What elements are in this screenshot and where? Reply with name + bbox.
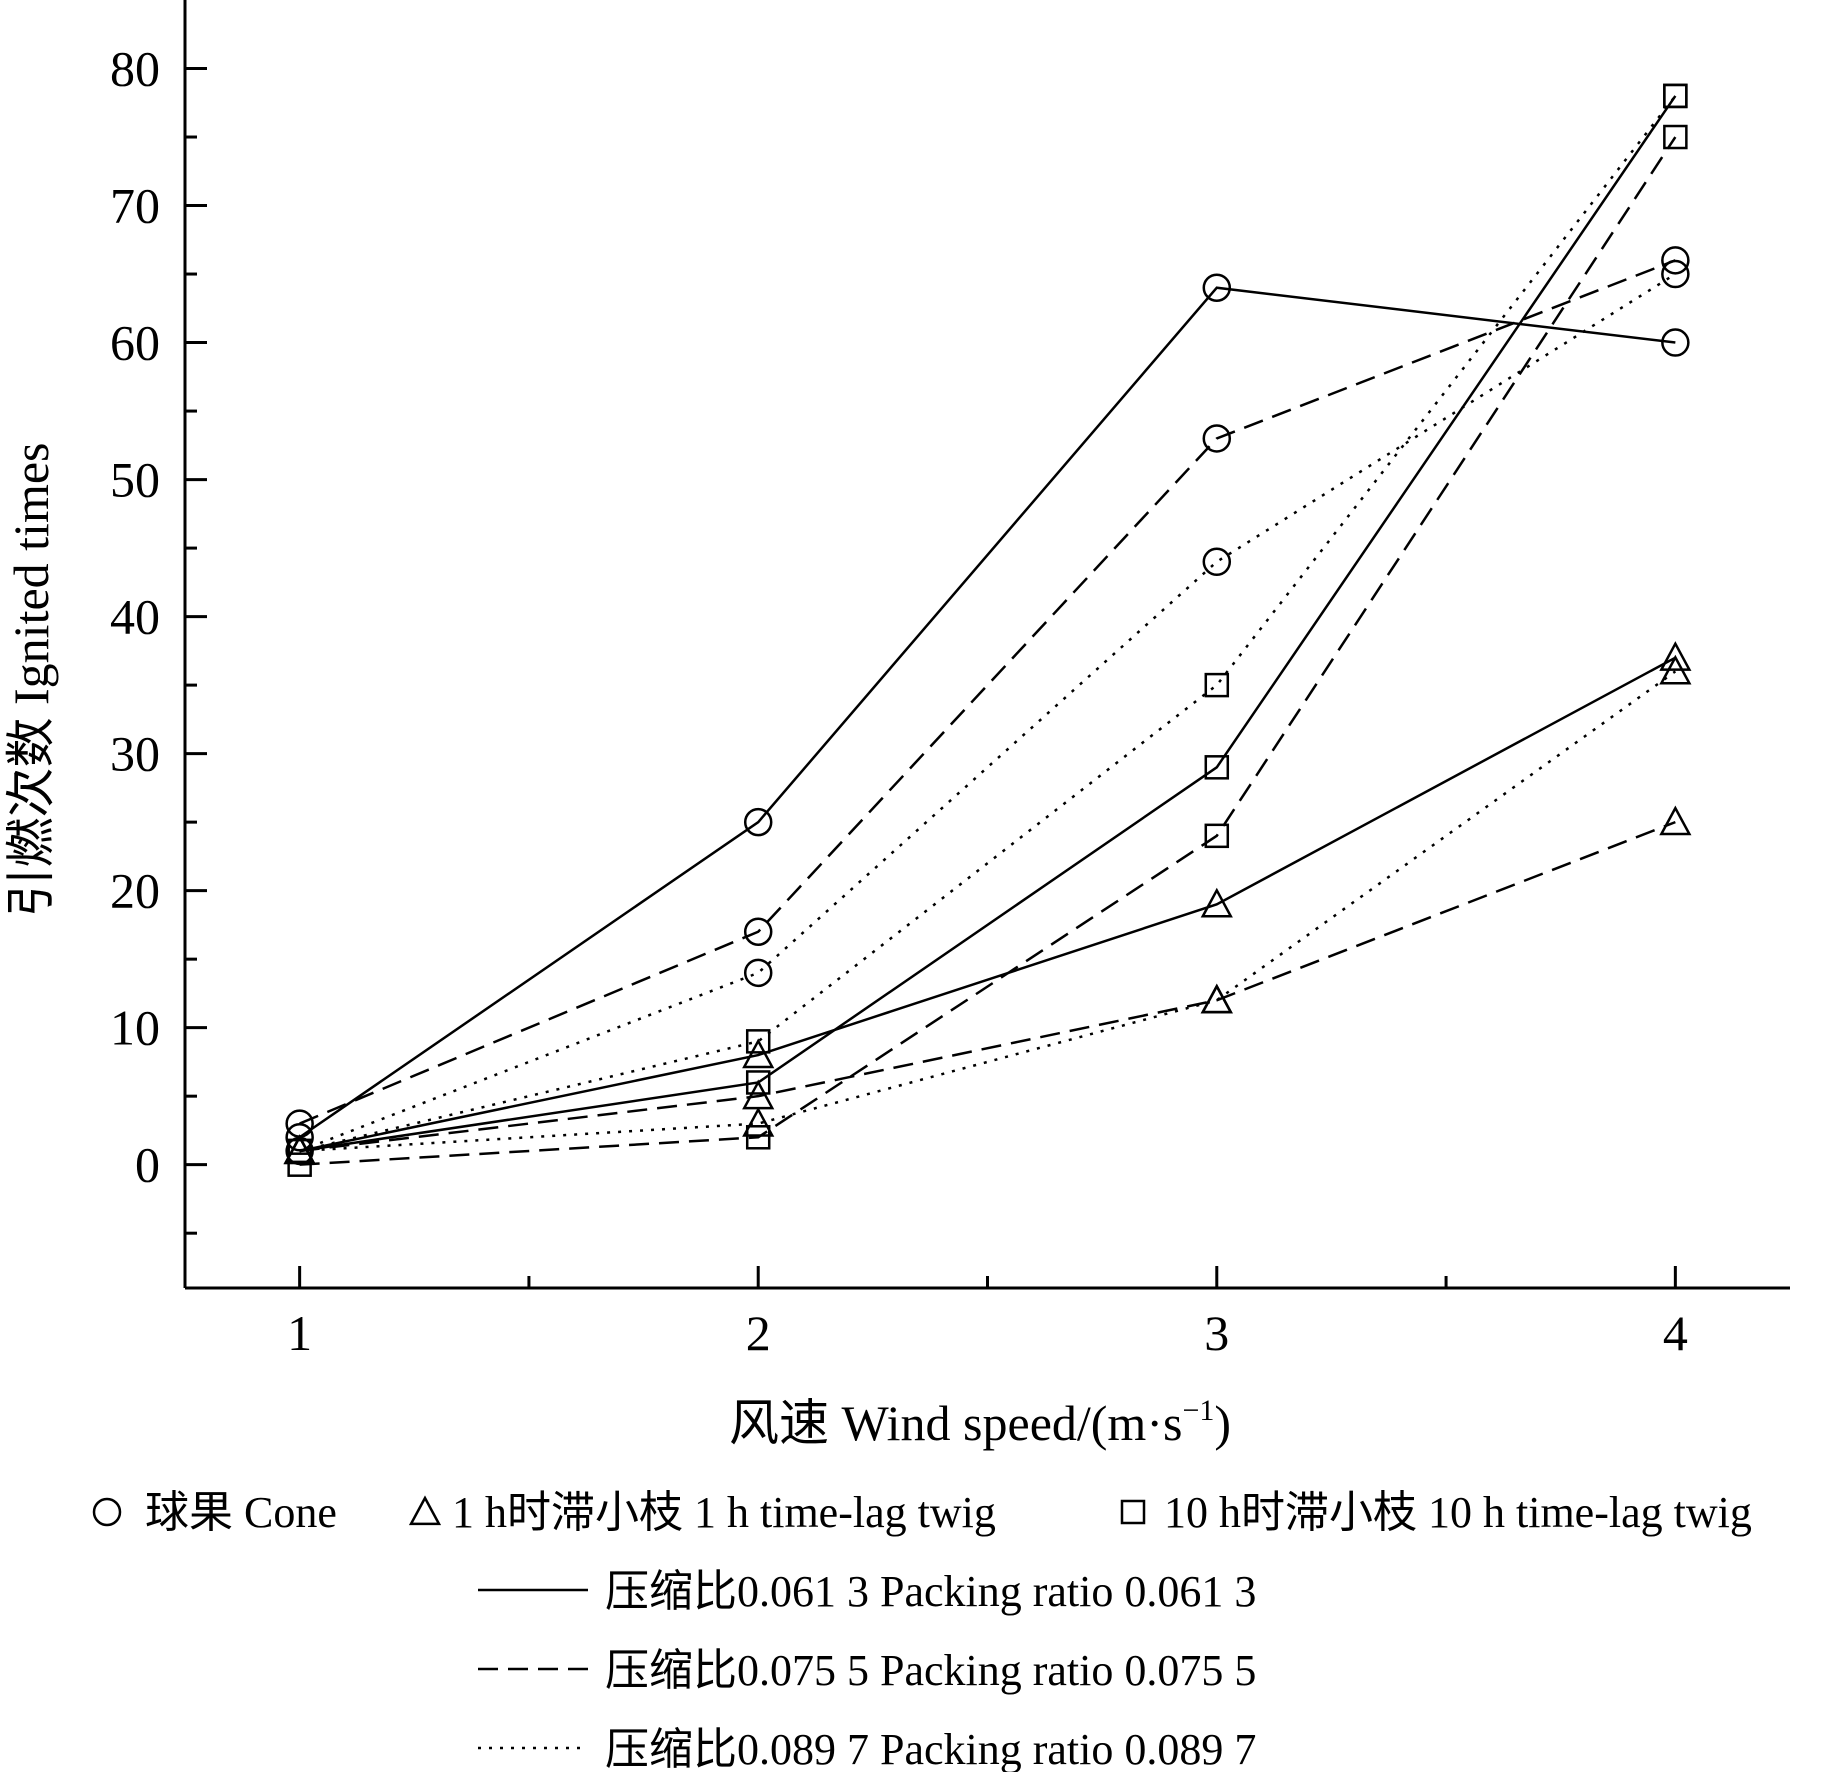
series-line-twig10h-dotted (299, 95, 1677, 1153)
x-tick-label: 1 (287, 1305, 312, 1361)
series-lines (298, 95, 1677, 1166)
data-point-cone-dotted (743, 958, 773, 988)
data-point-cone-dashed (1202, 424, 1232, 453)
x-tick-label: 3 (1204, 1305, 1229, 1361)
data-point-twig10h-dotted (745, 1029, 771, 1054)
y-tick-label: 50 (110, 452, 160, 508)
data-point-cone-dashed (1661, 246, 1690, 275)
series-line-cone-dashed (299, 259, 1676, 1125)
data-point-cone-dotted (1202, 547, 1232, 577)
data-point-cone-solid (743, 807, 773, 837)
series-line-twig10h-dashed (299, 136, 1677, 1166)
legend-twig10h-label: 10 h时滞小枝 10 h time-lag twig (1164, 1488, 1752, 1537)
y-tick-label: 20 (110, 863, 160, 919)
axes (183, 0, 1790, 1290)
y-tick-label: 10 (110, 1000, 160, 1056)
x-axis-label: 风速 Wind speed/(m·s−1) (729, 1394, 1231, 1451)
legend-line-dotted-label: 压缩比0.089 7 Packing ratio 0.089 7 (605, 1725, 1256, 1772)
series-line-cone-solid (298, 286, 1676, 1139)
legend-cone-icon (92, 1497, 122, 1527)
legend-twig1h-icon (408, 1495, 442, 1526)
data-point-twig10h-dotted (1663, 83, 1688, 109)
series-line-twig1h-dashed (299, 820, 1676, 1153)
y-axis-label: 引燃次数 Ignited times (3, 443, 59, 918)
legend-line-solid-label: 压缩比0.061 3 Packing ratio 0.061 3 (605, 1567, 1256, 1616)
data-point-twig10h-dotted (1204, 672, 1230, 698)
data-point-twig10h-solid (745, 1070, 771, 1095)
series-markers (283, 83, 1692, 1177)
series-line-cone-dotted (299, 272, 1677, 1153)
data-point-twig1h-dashed (1659, 805, 1692, 836)
x-axis-label-main: 风速 Wind speed/(m·s (729, 1395, 1182, 1451)
data-point-twig10h-dotted (287, 1138, 312, 1164)
data-point-cone-solid (1202, 273, 1232, 302)
x-tick-label: 4 (1663, 1305, 1688, 1361)
data-point-twig10h-dashed (1663, 124, 1688, 150)
data-point-twig1h-solid (742, 1038, 775, 1069)
legend-line-dashed-label: 压缩比0.075 5 Packing ratio 0.075 5 (605, 1646, 1256, 1695)
legend: 球果 Cone 1 h时滞小枝 1 h time-lag twig 10 h时滞小枝… (92, 1488, 1752, 1772)
data-point-twig10h-solid (1204, 755, 1230, 780)
data-point-twig10h-dashed (1204, 823, 1230, 849)
legend-twig10h-icon (1120, 1499, 1146, 1525)
x-axis-label-superscript: −1 (1182, 1394, 1214, 1427)
data-point-twig10h-dashed (287, 1152, 312, 1177)
y-tick-label: 80 (110, 41, 160, 97)
data-point-twig1h-dotted (1200, 983, 1233, 1014)
y-tick-label: 70 (110, 178, 160, 234)
legend-twig1h-label: 1 h时滞小枝 1 h time-lag twig (452, 1488, 996, 1537)
series-line-twig10h-solid (299, 95, 1677, 1153)
legend-cone-label: 球果 Cone (145, 1488, 337, 1537)
x-tick-label: 2 (746, 1305, 771, 1361)
y-tick-label: 30 (110, 726, 160, 782)
data-point-twig1h-solid (1200, 887, 1233, 918)
x-axis-label-close: ) (1214, 1395, 1231, 1451)
data-point-cone-dotted (1661, 259, 1690, 289)
data-point-twig10h-dashed (745, 1125, 771, 1150)
y-tick-label: 60 (110, 315, 160, 371)
data-point-cone-solid (285, 1123, 314, 1152)
y-tick-label: 0 (135, 1137, 160, 1193)
data-point-twig1h-dotted (742, 1106, 775, 1137)
data-point-cone-dashed (743, 917, 773, 946)
tick-labels: 0 10 20 30 40 50 60 70 80 1 2 3 4 (110, 41, 1688, 1361)
series-line-twig1h-dotted (299, 670, 1677, 1153)
data-point-twig1h-dotted (1659, 654, 1692, 685)
data-point-twig1h-solid (1659, 641, 1692, 671)
data-point-cone-solid (1661, 328, 1690, 357)
y-tick-label: 40 (110, 589, 160, 645)
series-line-twig1h-solid (299, 656, 1676, 1153)
